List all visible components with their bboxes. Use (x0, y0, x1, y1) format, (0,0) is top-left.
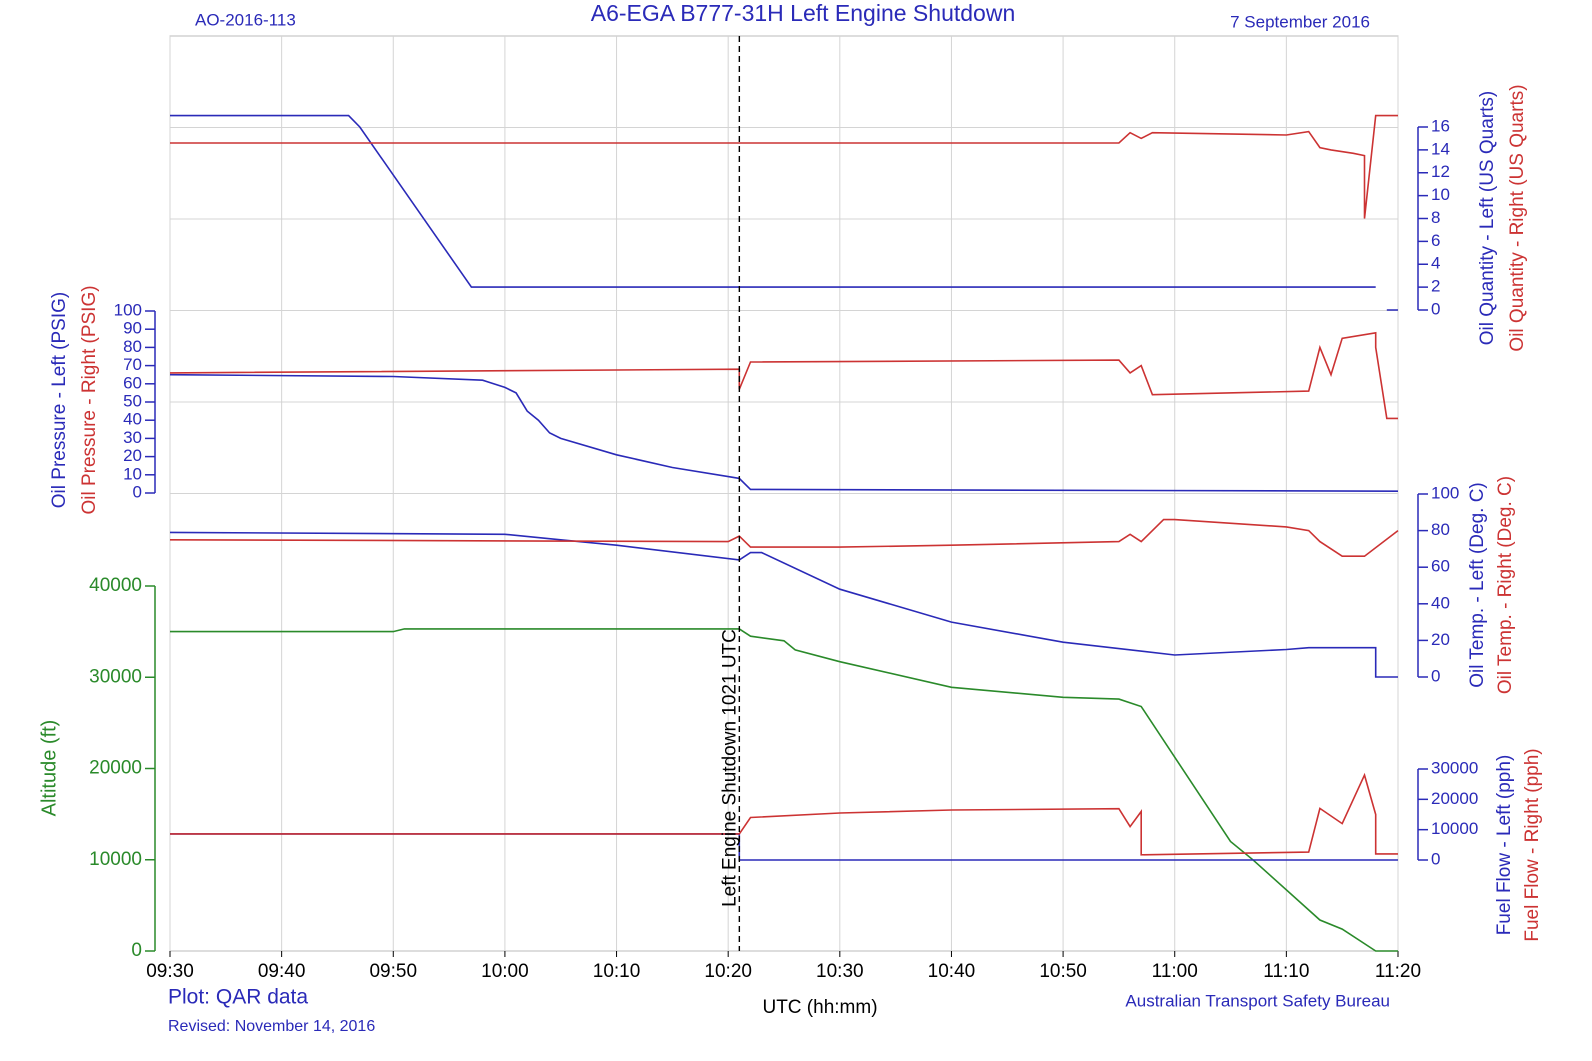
y-axis-label: Oil Pressure - Left (PSIG) (49, 292, 70, 508)
y-tick-label: 20000 (89, 758, 142, 779)
y-axis-label: Oil Pressure - Right (PSIG) (79, 285, 100, 514)
x-tick-label: 10:10 (593, 961, 641, 982)
y-tick-label: 60 (123, 373, 142, 392)
data-line (170, 114, 1398, 219)
y-tick-label: 60 (1431, 557, 1450, 576)
y-tick-label: 0 (131, 940, 142, 961)
x-tick-label: 09:30 (146, 961, 194, 982)
y-tick-label: 50 (123, 391, 142, 410)
data-line (169, 373, 1399, 492)
y-tick-label: 8 (1431, 208, 1440, 227)
x-tick-label: 09:40 (258, 961, 306, 982)
y-tick-label: 4 (1431, 254, 1440, 273)
y-axis-label: Fuel Flow - Right (pph) (1522, 748, 1543, 941)
y-tick-label: 10 (1431, 185, 1450, 204)
y-axis-label: Fuel Flow - Left (pph) (1494, 755, 1515, 936)
y-tick-label: 0 (1431, 666, 1440, 685)
y-tick-label: 40 (123, 410, 142, 429)
y-tick-label: 40 (1431, 593, 1450, 612)
data-line (170, 772, 1398, 856)
x-tick-label: 11:10 (1263, 961, 1309, 982)
y-tick-label: 100 (114, 300, 142, 319)
plot-source: Plot: QAR data (168, 986, 308, 1009)
y-tick-label: 100 (1431, 483, 1459, 502)
y-tick-label: 30 (123, 428, 142, 447)
x-tick-label: 09:50 (369, 961, 417, 982)
y-axis-label: Oil Temp. - Left (Deg. C) (1467, 482, 1488, 688)
x-tick-label: 10:30 (816, 961, 864, 982)
y-tick-label: 12 (1431, 162, 1450, 181)
y-tick-label: 6 (1431, 231, 1440, 250)
agency: Australian Transport Safety Bureau (1125, 991, 1390, 1010)
y-tick-label: 0 (133, 482, 142, 501)
y-tick-label: 20 (1431, 630, 1450, 649)
panel-rules (170, 127, 1398, 494)
y-tick-label: 70 (123, 355, 142, 374)
y-tick-label: 80 (123, 337, 142, 356)
y-tick-label: 0 (1431, 299, 1440, 318)
y-tick-label: 90 (123, 319, 142, 338)
x-tick-label: 10:00 (481, 961, 529, 982)
chart-title: A6-EGA B777-31H Left Engine Shutdown (591, 0, 1016, 26)
y-axis-label: Altitude (ft) (38, 720, 60, 817)
revised-note: Revised: November 14, 2016 (168, 1018, 375, 1035)
report-date: 7 September 2016 (1230, 12, 1370, 31)
x-tick-label: 10:50 (1039, 961, 1087, 982)
data-line (169, 531, 1398, 678)
y-tick-label: 10000 (1431, 819, 1478, 838)
y-tick-label: 0 (1431, 849, 1440, 868)
y-tick-label: 40000 (89, 575, 142, 596)
y-tick-label: 16 (1431, 116, 1450, 135)
x-axis-label: UTC (hh:mm) (762, 997, 877, 1018)
data-line (170, 114, 1398, 311)
event-label: Left Engine Shutdown 1021 UTC (719, 629, 740, 907)
x-tick-label: 10:40 (928, 961, 976, 982)
y-tick-label: 20000 (1431, 789, 1478, 808)
y-tick-label: 14 (1431, 139, 1450, 158)
data-line (170, 628, 1398, 952)
y-tick-label: 30000 (89, 666, 142, 687)
y-axis-label: Oil Quantity - Right (US Quarts) (1507, 84, 1528, 351)
x-tick-label: 11:20 (1375, 961, 1421, 982)
y-tick-label: 80 (1431, 520, 1450, 539)
x-tick-label: 11:00 (1152, 961, 1198, 982)
y-tick-label: 10000 (89, 849, 142, 870)
y-tick-label: 10 (123, 464, 142, 483)
data-line (169, 518, 1399, 557)
x-tick-label: 10:20 (704, 961, 752, 982)
y-tick-label: 20 (123, 446, 142, 465)
y-axis-label: Oil Quantity - Left (US Quarts) (1477, 91, 1498, 345)
y-tick-label: 30000 (1431, 758, 1478, 777)
y-axis-label: Oil Temp. - Right (Deg. C) (1495, 476, 1516, 694)
data-line (169, 331, 1398, 420)
y-tick-label: 2 (1431, 277, 1440, 296)
report-id: AO-2016-113 (195, 10, 296, 29)
data-line (170, 833, 1398, 861)
